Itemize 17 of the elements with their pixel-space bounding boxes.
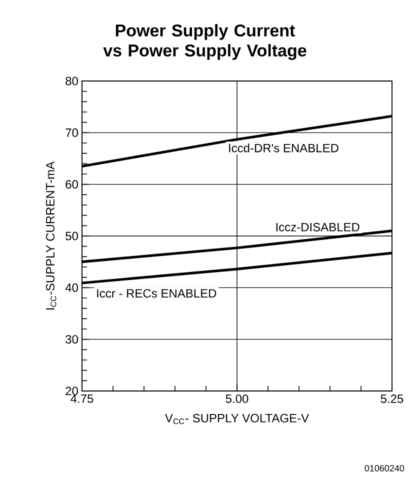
y-tick-label: 50: [66, 232, 78, 240]
y-axis-title: I$_{CC}$-SUPPLY CURRENT-mA: [46, 161, 56, 310]
series-label: Iccz-DISABLED: [276, 222, 360, 232]
y-tick-label: 60: [66, 180, 78, 189]
series-label: Iccr - RECs ENABLED: [97, 289, 216, 298]
x-axis-title: V$_{CC}$- SUPPLY VOLTAGE-V: [165, 414, 309, 424]
chart-title: Power Supply Current vs Power Supply Voltage: [103, 24, 306, 60]
y-tick-label: 40: [65, 283, 78, 292]
y-tick-label: 20: [66, 386, 78, 396]
series-label: Iccd-DR's ENABLED: [229, 144, 338, 152]
x-tick-label: 4.75: [70, 394, 94, 403]
y-tick-label: 70: [66, 128, 78, 137]
y-tick-label: 30: [66, 335, 78, 344]
y-tick-label: 80: [66, 76, 78, 86]
x-tick-label: 5.25: [380, 394, 404, 404]
text: 01060240: [364, 465, 404, 472]
x-tick-label: 5.00: [226, 394, 248, 404]
